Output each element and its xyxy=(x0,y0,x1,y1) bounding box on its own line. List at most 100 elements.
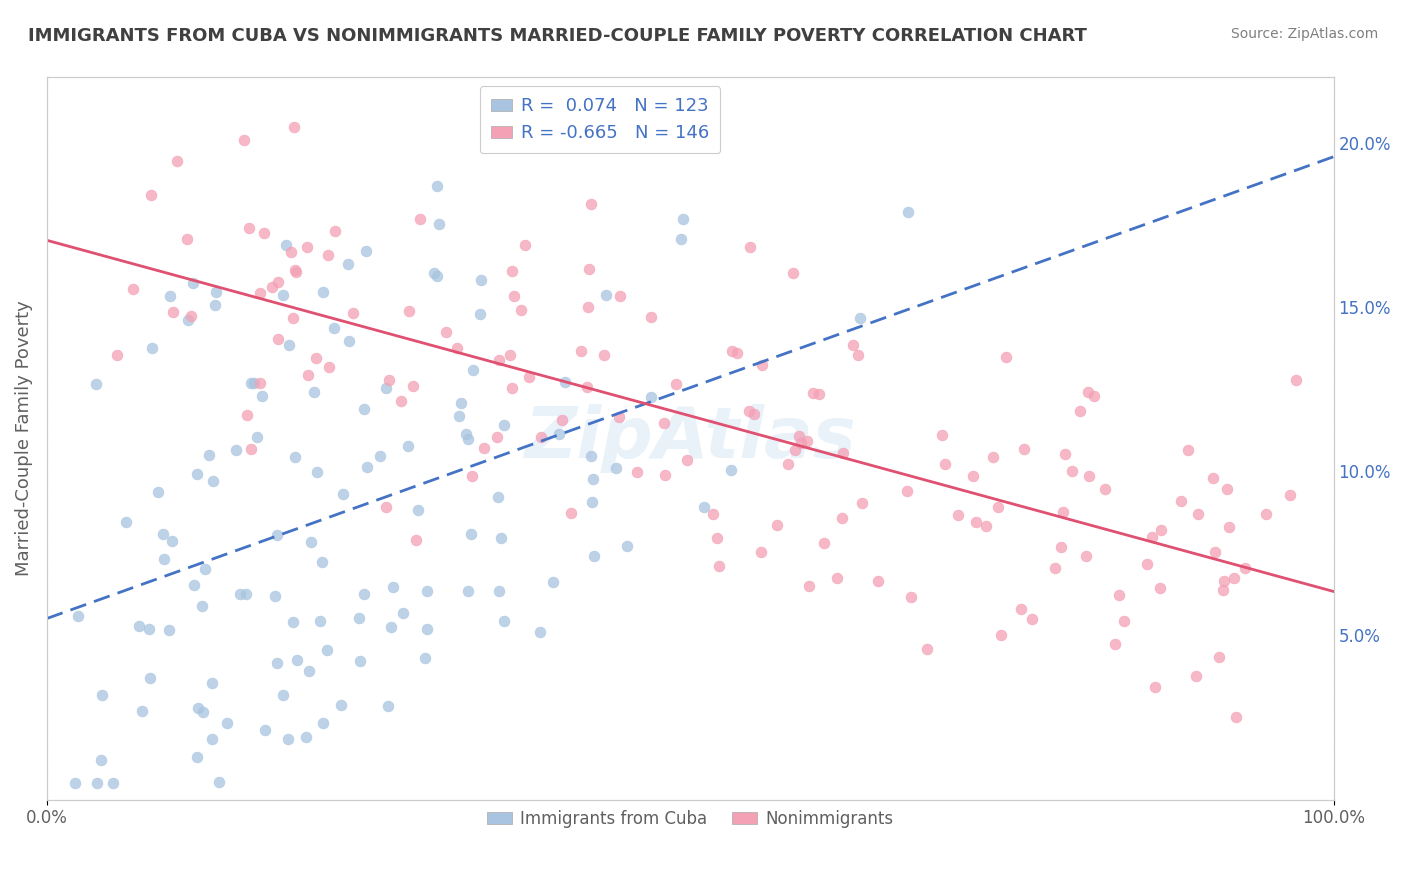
Point xyxy=(146,484,169,499)
Point xyxy=(541,574,564,589)
Point xyxy=(285,653,308,667)
Point xyxy=(190,599,212,613)
Point xyxy=(90,753,112,767)
Point xyxy=(153,552,176,566)
Point xyxy=(180,309,202,323)
Point xyxy=(868,574,890,588)
Point xyxy=(401,379,423,393)
Text: ZipAtlas: ZipAtlas xyxy=(524,404,856,473)
Point xyxy=(267,275,290,289)
Legend: Immigrants from Cuba, Nonimmigrants: Immigrants from Cuba, Nonimmigrants xyxy=(479,803,900,835)
Point xyxy=(707,558,730,573)
Point xyxy=(1060,464,1083,478)
Point xyxy=(578,262,600,277)
Point xyxy=(825,572,848,586)
Point xyxy=(166,154,188,169)
Point xyxy=(232,133,254,147)
Point xyxy=(263,590,285,604)
Point xyxy=(1218,520,1240,534)
Point xyxy=(461,468,484,483)
Point xyxy=(101,776,124,790)
Point xyxy=(238,221,260,235)
Point xyxy=(356,460,378,475)
Point xyxy=(249,376,271,390)
Point xyxy=(181,276,204,290)
Point xyxy=(318,360,340,375)
Point xyxy=(1223,571,1246,585)
Point xyxy=(434,325,457,339)
Point xyxy=(183,578,205,592)
Point xyxy=(831,510,853,524)
Point xyxy=(160,534,183,549)
Point xyxy=(416,622,439,636)
Point xyxy=(312,716,335,731)
Point xyxy=(1010,601,1032,615)
Point xyxy=(276,237,298,252)
Point xyxy=(250,389,273,403)
Point xyxy=(266,528,288,542)
Point xyxy=(332,487,354,501)
Point xyxy=(488,584,510,599)
Point xyxy=(785,443,807,458)
Point xyxy=(128,619,150,633)
Point xyxy=(139,671,162,685)
Point xyxy=(720,463,742,477)
Point xyxy=(240,442,263,457)
Point xyxy=(776,458,799,472)
Point xyxy=(177,312,200,326)
Point xyxy=(152,527,174,541)
Point xyxy=(609,288,631,302)
Point xyxy=(664,377,686,392)
Point xyxy=(382,580,405,594)
Point xyxy=(159,289,181,303)
Point xyxy=(576,300,599,314)
Point xyxy=(423,266,446,280)
Point xyxy=(692,500,714,515)
Point xyxy=(582,549,605,563)
Point xyxy=(962,468,984,483)
Point xyxy=(593,349,616,363)
Point xyxy=(193,705,215,719)
Point xyxy=(851,496,873,510)
Point xyxy=(1254,507,1277,521)
Point xyxy=(176,232,198,246)
Point xyxy=(832,446,855,460)
Point xyxy=(461,363,484,377)
Point xyxy=(1094,483,1116,497)
Point xyxy=(915,641,938,656)
Point xyxy=(751,359,773,373)
Point xyxy=(277,732,299,747)
Point xyxy=(1077,385,1099,400)
Point xyxy=(278,338,301,352)
Point xyxy=(330,698,353,712)
Point xyxy=(391,607,413,621)
Point xyxy=(398,304,420,318)
Point xyxy=(347,611,370,625)
Point xyxy=(1187,507,1209,521)
Point xyxy=(813,536,835,550)
Point xyxy=(801,386,824,401)
Point xyxy=(374,381,396,395)
Point xyxy=(934,457,956,471)
Point xyxy=(271,287,294,301)
Point xyxy=(194,562,217,576)
Point xyxy=(63,776,86,790)
Point xyxy=(446,341,468,355)
Point xyxy=(517,370,540,384)
Point xyxy=(1212,583,1234,598)
Point xyxy=(284,450,307,464)
Point xyxy=(299,534,322,549)
Point xyxy=(725,346,748,360)
Point xyxy=(974,518,997,533)
Point xyxy=(378,374,401,388)
Point xyxy=(1136,558,1159,572)
Point xyxy=(447,409,470,423)
Point xyxy=(284,265,307,279)
Point xyxy=(271,688,294,702)
Point xyxy=(377,698,399,713)
Point xyxy=(187,701,209,715)
Point xyxy=(322,321,344,335)
Point xyxy=(457,432,479,446)
Point xyxy=(737,404,759,418)
Y-axis label: Married-Couple Family Poverty: Married-Couple Family Poverty xyxy=(15,301,32,576)
